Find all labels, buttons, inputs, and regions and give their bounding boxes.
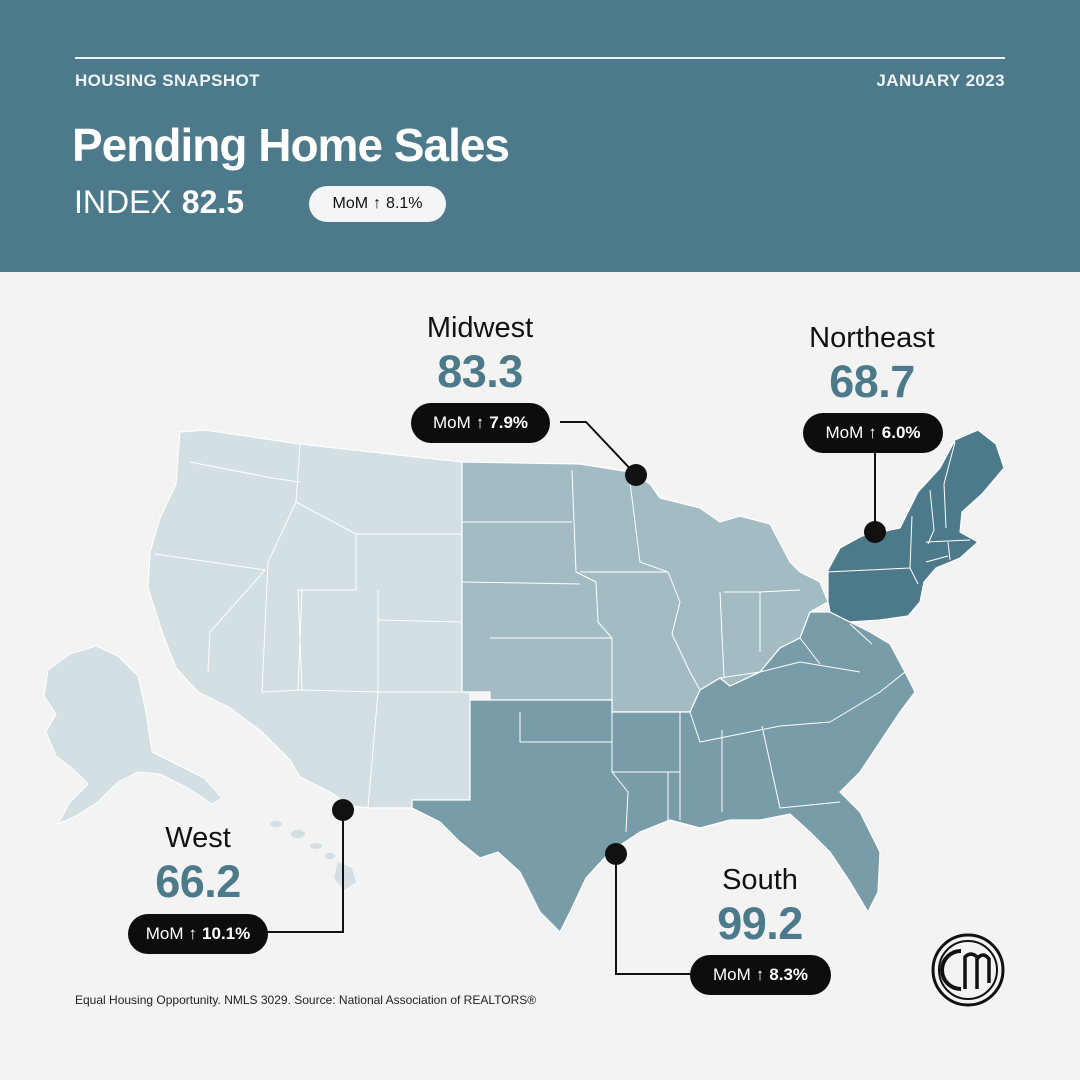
mom-value: 10.1% <box>202 924 251 943</box>
northeast-label: Northeast <box>809 322 935 354</box>
mom-label: MoM <box>825 423 864 442</box>
callout-dots <box>332 464 886 865</box>
south-label: South <box>722 864 798 896</box>
west-region-shape <box>147 429 471 809</box>
up-arrow-icon: ↑ <box>475 413 485 432</box>
footer-disclaimer: Equal Housing Opportunity. NMLS 3029. So… <box>75 993 537 1007</box>
up-arrow-icon: ↑ <box>755 965 765 984</box>
national-mom-badge: MoM ↑ 8.1% <box>309 186 446 222</box>
mom-value: 8.1% <box>386 195 423 212</box>
northeast-mom-badge: MoM ↑ 6.0% <box>803 413 943 453</box>
mom-label: MoM <box>432 413 471 432</box>
mom-label: MoM <box>332 195 369 212</box>
index-value: 82.5 <box>181 184 245 220</box>
northeast-value: 68.7 <box>829 356 915 407</box>
alaska-shape <box>43 645 223 826</box>
up-arrow-icon: ↑ <box>868 423 877 442</box>
south-state-borders <box>519 623 906 833</box>
map-svg <box>43 421 1005 975</box>
header-divider <box>75 57 1005 59</box>
header-banner: HOUSING SNAPSHOT JANUARY 2023 Pending Ho… <box>0 0 1080 272</box>
west-value: 66.2 <box>155 856 241 907</box>
index-label: INDEX <box>74 184 172 220</box>
page-title: Pending Home Sales <box>72 119 510 171</box>
northeast-state-borders <box>825 441 971 585</box>
west-state-borders <box>154 443 470 809</box>
mom-value: 7.9% <box>489 413 529 432</box>
midwest-value: 83.3 <box>437 346 523 397</box>
midwest-mom-badge: MoM ↑ 7.9% <box>411 403 550 443</box>
cm-logo-icon <box>931 933 1005 1007</box>
west-label: West <box>165 822 231 854</box>
national-index: INDEX 82.5 <box>74 184 244 221</box>
midwest-state-borders <box>461 469 801 700</box>
mom-value: 6.0% <box>881 423 921 442</box>
up-arrow-icon: ↑ <box>373 195 382 212</box>
date-label: JANUARY 2023 <box>876 71 1005 90</box>
mom-value: 8.3% <box>769 965 809 984</box>
mom-label: MoM <box>712 965 751 984</box>
midwest-label: Midwest <box>426 312 534 344</box>
us-region-map: Midwest 83.3 MoM ↑ 7.9% Northeast 68.7 M… <box>0 272 1080 1080</box>
mom-label: MoM <box>145 924 184 943</box>
hawaii-shape <box>270 821 356 890</box>
up-arrow-icon: ↑ <box>188 924 198 943</box>
west-mom-badge: MoM ↑ 10.1% <box>128 914 268 954</box>
south-mom-badge: MoM ↑ 8.3% <box>690 955 831 995</box>
south-value: 99.2 <box>717 898 803 949</box>
callout-lines <box>260 421 876 975</box>
section-label: HOUSING SNAPSHOT <box>75 71 260 90</box>
northeast-region-shape <box>827 429 1005 623</box>
